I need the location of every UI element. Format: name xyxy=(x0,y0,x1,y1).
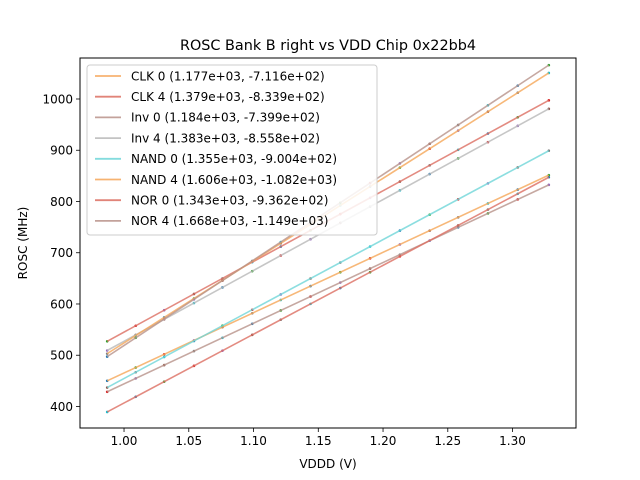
y-tick-label: 700 xyxy=(50,246,73,260)
legend-label: CLK 4 (1.379e+03, -8.339e+02) xyxy=(131,90,325,104)
legend: CLK 0 (1.177e+03, -7.116e+02) CLK 4 (1.37… xyxy=(86,64,378,236)
chart-title: ROSC Bank B right vs VDD Chip 0x22bb4 xyxy=(180,38,476,54)
legend-label: Inv 0 (1.184e+03, -7.399e+02) xyxy=(131,111,320,125)
legend-label: NOR 0 (1.343e+03, -9.362e+02) xyxy=(131,194,328,208)
y-tick-label: 600 xyxy=(50,297,73,311)
y-tick-label: 400 xyxy=(50,400,73,414)
series-fit-line xyxy=(106,174,550,382)
legend-label: NAND 0 (1.355e+03, -9.004e+02) xyxy=(131,152,337,166)
legend-label: CLK 0 (1.177e+03, -7.116e+02) xyxy=(131,69,325,83)
series-fit-line xyxy=(106,150,550,389)
series-fit-line xyxy=(106,184,550,393)
y-tick-label: 500 xyxy=(50,349,73,363)
series-fit-line xyxy=(106,176,550,413)
x-tick-label: 1.30 xyxy=(499,434,526,448)
x-axis-ticks: 1.00 1.05 1.10 1.15 1.20 1.25 1.30 xyxy=(111,428,526,448)
legend-label: NOR 4 (1.668e+03, -1.149e+03) xyxy=(131,214,328,228)
y-tick-label: 900 xyxy=(50,144,73,158)
x-tick-label: 1.05 xyxy=(175,434,202,448)
x-tick-label: 1.00 xyxy=(111,434,138,448)
y-tick-label: 1000 xyxy=(42,92,73,106)
y-axis-ticks: 400 500 600 700 800 900 1000 xyxy=(42,92,80,414)
legend-label: Inv 4 (1.383e+03, -8.558e+02) xyxy=(131,131,320,145)
plot-area-frame xyxy=(79,57,577,429)
x-tick-label: 1.20 xyxy=(370,434,397,448)
x-axis-label: VDDD (V) xyxy=(299,457,356,471)
x-tick-label: 1.10 xyxy=(240,434,267,448)
x-tick-label: 1.15 xyxy=(305,434,332,448)
x-tick-label: 1.25 xyxy=(434,434,461,448)
y-axis-label: ROSC (MHz) xyxy=(16,207,30,280)
legend-box xyxy=(86,64,378,236)
y-tick-label: 800 xyxy=(50,195,73,209)
legend-label: NAND 4 (1.606e+03, -1.082e+03) xyxy=(131,173,337,187)
